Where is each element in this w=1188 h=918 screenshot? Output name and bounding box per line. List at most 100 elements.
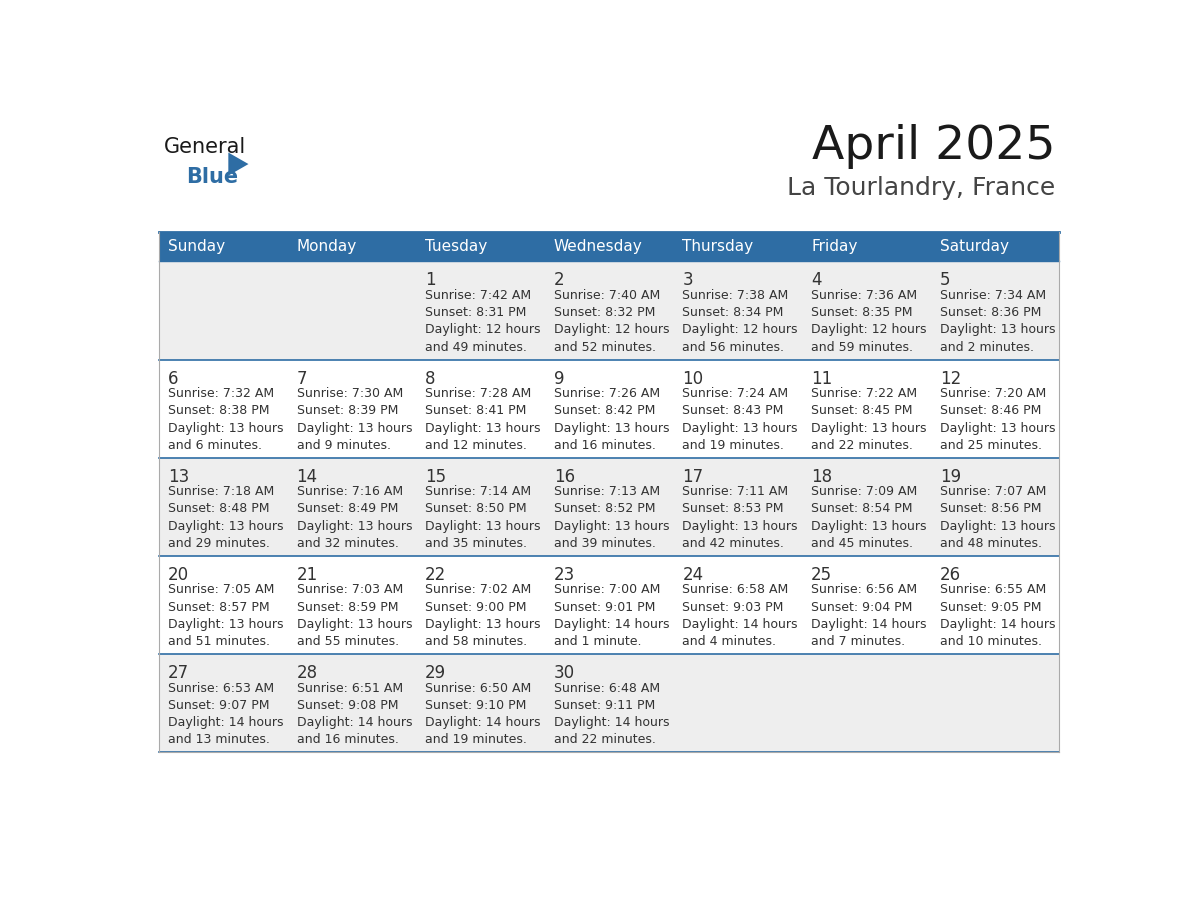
Text: Sunrise: 7:26 AM: Sunrise: 7:26 AM [554,387,661,400]
Text: Sunrise: 7:00 AM: Sunrise: 7:00 AM [554,583,661,597]
Text: Friday: Friday [811,240,858,254]
Text: Sunrise: 6:56 AM: Sunrise: 6:56 AM [811,583,917,597]
Text: Daylight: 14 hours: Daylight: 14 hours [297,716,412,729]
Text: Daylight: 13 hours: Daylight: 13 hours [554,421,669,434]
Text: and 4 minutes.: and 4 minutes. [682,635,777,648]
Text: Daylight: 14 hours: Daylight: 14 hours [554,618,669,631]
Text: and 22 minutes.: and 22 minutes. [554,733,656,746]
Bar [158,232,1060,262]
Text: Sunset: 8:49 PM: Sunset: 8:49 PM [297,502,398,516]
Text: Sunset: 8:32 PM: Sunset: 8:32 PM [554,306,656,319]
Text: Sunrise: 6:55 AM: Sunrise: 6:55 AM [940,583,1045,597]
Text: Daylight: 13 hours: Daylight: 13 hours [682,520,798,532]
Text: Daylight: 14 hours: Daylight: 14 hours [554,716,669,729]
Text: Sunset: 8:52 PM: Sunset: 8:52 PM [554,502,656,516]
Bar [158,556,1060,655]
Text: Sunset: 8:50 PM: Sunset: 8:50 PM [425,502,526,516]
Text: Sunrise: 7:05 AM: Sunrise: 7:05 AM [168,583,274,597]
Text: Sunset: 9:01 PM: Sunset: 9:01 PM [554,600,656,613]
Text: Daylight: 13 hours: Daylight: 13 hours [297,421,412,434]
Text: Sunrise: 7:13 AM: Sunrise: 7:13 AM [554,485,661,498]
Text: and 48 minutes.: and 48 minutes. [940,537,1042,550]
Text: Sunset: 8:36 PM: Sunset: 8:36 PM [940,306,1041,319]
Text: 4: 4 [811,272,822,289]
Polygon shape [228,152,248,175]
Text: and 55 minutes.: and 55 minutes. [297,635,399,648]
Text: Daylight: 12 hours: Daylight: 12 hours [425,323,541,337]
Text: and 39 minutes.: and 39 minutes. [554,537,656,550]
Text: Daylight: 13 hours: Daylight: 13 hours [940,520,1055,532]
Text: Sunset: 8:38 PM: Sunset: 8:38 PM [168,404,270,418]
Text: Sunrise: 7:28 AM: Sunrise: 7:28 AM [425,387,531,400]
Text: Sunrise: 6:48 AM: Sunrise: 6:48 AM [554,681,661,695]
Text: Daylight: 14 hours: Daylight: 14 hours [168,716,284,729]
Text: and 58 minutes.: and 58 minutes. [425,635,527,648]
Text: La Tourlandry, France: La Tourlandry, France [786,175,1055,199]
Text: Sunset: 9:05 PM: Sunset: 9:05 PM [940,600,1041,613]
Text: Daylight: 13 hours: Daylight: 13 hours [168,421,284,434]
Bar [158,262,1060,360]
Text: and 19 minutes.: and 19 minutes. [425,733,527,746]
Text: and 49 minutes.: and 49 minutes. [425,341,527,353]
Text: Daylight: 14 hours: Daylight: 14 hours [940,618,1055,631]
Text: Sunrise: 7:32 AM: Sunrise: 7:32 AM [168,387,274,400]
Text: Sunset: 9:08 PM: Sunset: 9:08 PM [297,699,398,711]
Text: Daylight: 12 hours: Daylight: 12 hours [682,323,798,337]
Text: Sunset: 9:07 PM: Sunset: 9:07 PM [168,699,270,711]
Text: and 10 minutes.: and 10 minutes. [940,635,1042,648]
Text: 5: 5 [940,272,950,289]
Text: Sunrise: 6:58 AM: Sunrise: 6:58 AM [682,583,789,597]
Text: Sunrise: 7:30 AM: Sunrise: 7:30 AM [297,387,403,400]
Text: Daylight: 14 hours: Daylight: 14 hours [682,618,798,631]
Text: and 9 minutes.: and 9 minutes. [297,439,391,452]
Text: Daylight: 13 hours: Daylight: 13 hours [811,421,927,434]
Text: and 2 minutes.: and 2 minutes. [940,341,1034,353]
Text: 21: 21 [297,566,317,584]
Text: Saturday: Saturday [940,240,1009,254]
Text: 30: 30 [554,665,575,682]
Text: Daylight: 14 hours: Daylight: 14 hours [811,618,927,631]
Text: Sunrise: 7:42 AM: Sunrise: 7:42 AM [425,289,531,302]
Text: 28: 28 [297,665,317,682]
Text: Daylight: 13 hours: Daylight: 13 hours [425,618,541,631]
Text: Sunset: 8:42 PM: Sunset: 8:42 PM [554,404,656,418]
Bar [158,655,1060,753]
Text: Sunrise: 7:16 AM: Sunrise: 7:16 AM [297,485,403,498]
Text: Sunset: 8:43 PM: Sunset: 8:43 PM [682,404,784,418]
Text: 16: 16 [554,468,575,486]
Text: Sunset: 8:31 PM: Sunset: 8:31 PM [425,306,526,319]
Text: and 56 minutes.: and 56 minutes. [682,341,784,353]
Text: Sunset: 9:10 PM: Sunset: 9:10 PM [425,699,526,711]
Text: Sunset: 9:00 PM: Sunset: 9:00 PM [425,600,526,613]
Text: Sunset: 8:46 PM: Sunset: 8:46 PM [940,404,1041,418]
Text: 23: 23 [554,566,575,584]
Text: and 12 minutes.: and 12 minutes. [425,439,527,452]
Text: Thursday: Thursday [682,240,753,254]
Text: 19: 19 [940,468,961,486]
Text: Daylight: 13 hours: Daylight: 13 hours [297,520,412,532]
Text: 12: 12 [940,370,961,387]
Text: Sunday: Sunday [168,240,225,254]
Text: Wednesday: Wednesday [554,240,643,254]
Text: 14: 14 [297,468,317,486]
Text: 26: 26 [940,566,961,584]
Text: 1: 1 [425,272,436,289]
Text: and 22 minutes.: and 22 minutes. [811,439,914,452]
Text: April 2025: April 2025 [811,124,1055,169]
Text: Sunset: 8:59 PM: Sunset: 8:59 PM [297,600,398,613]
Text: and 45 minutes.: and 45 minutes. [811,537,914,550]
Text: Sunset: 8:54 PM: Sunset: 8:54 PM [811,502,912,516]
Text: 24: 24 [682,566,703,584]
Text: Sunset: 8:41 PM: Sunset: 8:41 PM [425,404,526,418]
Text: 11: 11 [811,370,833,387]
Text: Daylight: 13 hours: Daylight: 13 hours [425,520,541,532]
Text: 2: 2 [554,272,564,289]
Text: Daylight: 14 hours: Daylight: 14 hours [425,716,541,729]
Text: Sunrise: 7:34 AM: Sunrise: 7:34 AM [940,289,1045,302]
Text: Daylight: 13 hours: Daylight: 13 hours [940,323,1055,337]
Text: Daylight: 13 hours: Daylight: 13 hours [425,421,541,434]
Text: 8: 8 [425,370,436,387]
Text: Sunrise: 7:02 AM: Sunrise: 7:02 AM [425,583,531,597]
Text: Sunrise: 7:24 AM: Sunrise: 7:24 AM [682,387,789,400]
Text: and 16 minutes.: and 16 minutes. [297,733,398,746]
